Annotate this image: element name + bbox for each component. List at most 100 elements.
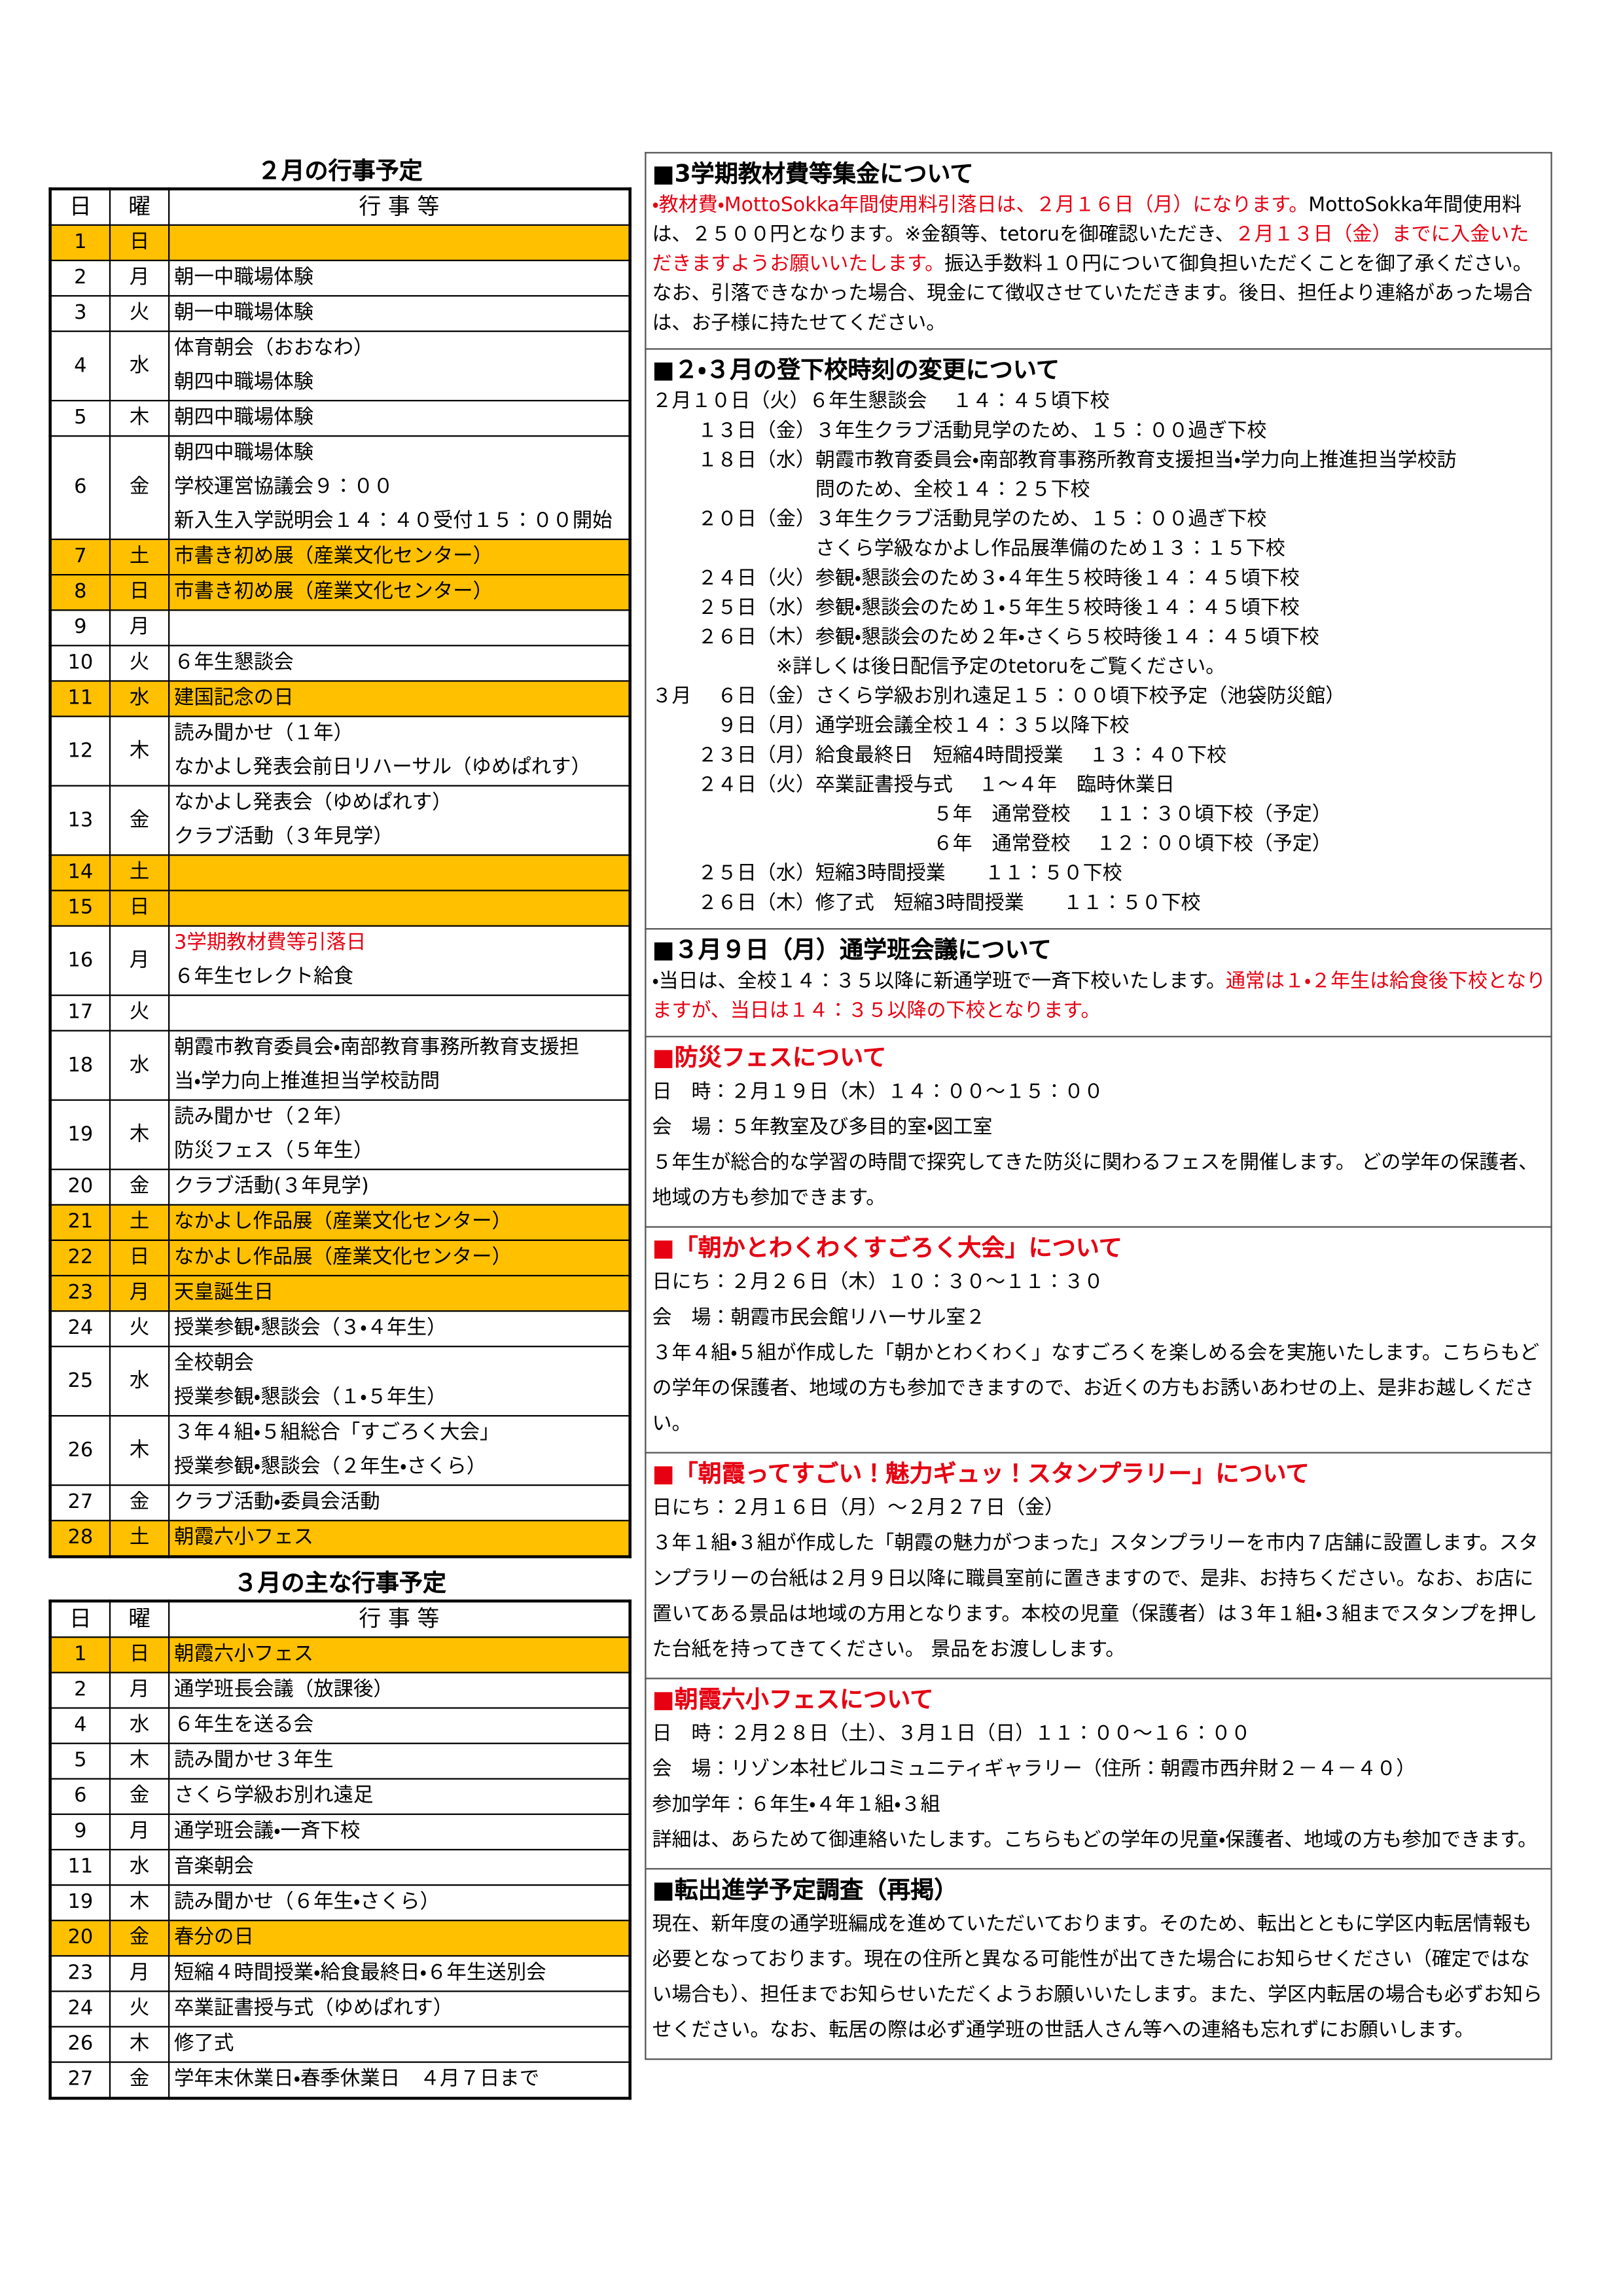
day: 7	[49, 538, 111, 576]
event: 建国記念の日	[174, 682, 624, 716]
weekday: 月	[109, 609, 170, 647]
row: 7 土市書き初め展（産業文化センター）	[49, 538, 631, 576]
event: 朝四中職場体験	[174, 401, 624, 435]
row: 24 火卒業証書授与式（ゆめぱれす）	[49, 1990, 631, 2028]
text: 授業参観・懇談会（２年生・さくら）	[174, 1454, 487, 1479]
event: 当・学力向上推進担当学校訪問	[174, 1066, 624, 1100]
text: ３年４組・５組が作成した「朝かとわくわく」なすごろくを楽しめる会を実施いたします…	[652, 1342, 1540, 1436]
events: 読み聞かせ（１年） なかよし発表会前日リハーサル（ゆめぱれす）	[168, 715, 631, 787]
events: なかよし作品展（産業文化センター）	[168, 1239, 631, 1277]
paragraph: ２４日（火）参観・懇談会のため３・４年生５校時後１４：４５頃下校	[652, 565, 1546, 594]
event: 授業参観・懇談会（３・４年生）	[174, 1312, 624, 1346]
paragraph: ６年 通常登校 １２：００頃下校（予定）	[652, 831, 1546, 860]
text: 読み聞かせ（２年）	[174, 1105, 353, 1129]
text: クラブ活動（３年見学）	[174, 825, 393, 849]
header-cell: 日	[49, 1600, 111, 1638]
day: 16	[49, 925, 111, 996]
events: ３年４組・５組総合「すごろく大会」授業参観・懇談会（２年生・さくら）	[168, 1415, 631, 1486]
event: 市書き初め展（産業文化センター）	[174, 575, 624, 609]
event: 読み聞かせ（６年生・さくら）	[174, 1886, 624, 1920]
weekday: 月	[109, 1813, 170, 1851]
row: 2 月通学班長会議（放課後）	[49, 1672, 631, 1709]
day: 21	[49, 1204, 111, 1242]
day: 19	[49, 1884, 111, 1922]
weekday: 金	[109, 1168, 170, 1206]
row: 17 火	[49, 994, 631, 1031]
text: 読み聞かせ（６年生・さくら）	[174, 1890, 440, 1914]
event: なかよし作品展（産業文化センター）	[174, 1206, 624, 1240]
weekday: 水	[109, 1848, 170, 1886]
row: 19 木読み聞かせ（２年） 防災フェス（５年生）	[49, 1099, 631, 1170]
events: 市書き初め展（産業文化センター）	[168, 538, 631, 576]
row: 16 月 3学期教材費等引落日 ６年生セレクト給食	[49, 925, 631, 996]
row: 12 木読み聞かせ（１年） なかよし発表会前日リハーサル（ゆめぱれす）	[49, 715, 631, 787]
text: 防災フェス（５年生）	[174, 1139, 374, 1163]
weekday: 水	[109, 1346, 170, 1417]
weekday: 土	[109, 538, 170, 576]
row: 26 木 ３年４組・５組総合「すごろく大会」 授業参観・懇談会（２年生・さくら）	[49, 1415, 631, 1486]
paragraph: 詳細は、あらためて御連絡いたします。こちらもどの学年の児童・保護者、地域の方も参…	[652, 1824, 1546, 1859]
paragraph: ９日（月）通学班会議全校１４：３５以降下校	[652, 713, 1546, 742]
row: 18 水朝霞市教育委員会・南部教育事務所教育支援担 当・学力向上推進担当学校訪問	[49, 1030, 631, 1101]
section-title: ■防災フェスについて	[652, 1043, 887, 1071]
row: 11 水音楽朝会	[49, 1848, 631, 1886]
text: ３月 ６日（金）さくら学級お別れ遠足１５：００頃下校予定（池袋防災館）	[652, 686, 1346, 709]
header-cell: 行 事 等	[168, 1600, 631, 1638]
events: 朝霞六小フェス	[168, 1520, 631, 1558]
event: 通学班会議・一斉下校	[174, 1815, 624, 1849]
weekday: 水	[109, 1030, 170, 1101]
day: 11	[49, 680, 111, 717]
row: 4 水体育朝会（おおなわ） 朝四中職場体験	[49, 331, 631, 402]
events: さくら学級お別れ遠足	[168, 1778, 631, 1816]
text: ２５日（水）短縮3時間授業 １１：５０下校	[652, 863, 1122, 886]
text: 朝一中職場体験	[174, 300, 314, 325]
weekday: 月	[109, 1274, 170, 1312]
day: 28	[49, 1520, 111, 1558]
weekday: 水	[109, 680, 170, 717]
row: 13 金なかよし発表会（ゆめぱれす） クラブ活動（３年見学）	[49, 785, 631, 856]
text: ※詳しくは後日配信予定のtetoruをご覧ください。	[652, 656, 1226, 679]
paragraph: 会 場：朝霞市民会館リハーサル室２	[652, 1301, 1546, 1336]
row: 8 日市書き初め展（産業文化センター）	[49, 574, 631, 611]
text: ５年生が総合的な学習の時間で探究してきた防災に関わるフェスを開催します。 どの学…	[652, 1152, 1539, 1210]
text: 日 時：２月２８日（土）、３月１日（日）１１：００～１６：００	[652, 1723, 1251, 1746]
events: なかよし発表会（ゆめぱれす） クラブ活動（３年見学）	[168, 785, 631, 856]
events: 読み聞かせ（６年生・さくら）	[168, 1884, 631, 1922]
day: 2	[49, 259, 111, 297]
weekday: 木	[109, 1099, 170, 1170]
day: 20	[49, 1920, 111, 1957]
paragraph: ２４日（火）卒業証書授与式 １～４年 臨時休業日	[652, 772, 1546, 801]
paragraph: 日にち：２月１６日（月）～２月２７日（金）	[652, 1492, 1546, 1527]
row: 24 火授業参観・懇談会（３・４年生）	[49, 1310, 631, 1348]
event: 朝一中職場体験	[174, 261, 624, 295]
events: なかよし作品展（産業文化センター）	[168, 1204, 631, 1242]
section-title: ■朝霞六小フェスについて	[652, 1685, 934, 1713]
text: 卒業証書授与式（ゆめぱれす）	[174, 1996, 454, 2020]
day: 4	[49, 1707, 111, 1744]
text: １８日（水）朝霞市教育委員会・南部教育事務所教育支援担当・学力向上推進担当学校訪	[652, 450, 1457, 473]
events: 体育朝会（おおなわ） 朝四中職場体験	[168, 331, 631, 402]
weekday: 火	[109, 295, 170, 332]
day: 8	[49, 574, 111, 611]
row: 14 土	[49, 854, 631, 891]
row: 27 金クラブ活動・委員会活動	[49, 1484, 631, 1522]
event: 学校運営協議会９：００	[174, 471, 624, 505]
paragraph: さくら学級なかよし作品展準備のため１３：１５下校	[652, 535, 1546, 565]
weekday: 月	[109, 1672, 170, 1709]
event: 読み聞かせ（１年）	[174, 717, 624, 751]
events	[168, 609, 631, 647]
text: なかよし発表会前日リハーサル（ゆめぱれす）	[174, 755, 592, 780]
event: ３年４組・５組総合「すごろく大会」	[174, 1416, 624, 1450]
weekday: 日	[109, 1636, 170, 1674]
text: 日 時：２月１９日（木）１４：００～１５：００	[652, 1081, 1103, 1104]
text: 当・学力向上推進担当学校訪問	[174, 1069, 440, 1094]
text: 新入生入学説明会１４：４０受付１５：００開始	[174, 509, 613, 533]
text: 市書き初め展（産業文化センター）	[174, 544, 493, 568]
row: 27 金学年末休業日・春季休業日 ４月７日まで	[49, 2061, 631, 2100]
day: 23	[49, 1955, 111, 1992]
events: 全校朝会 授業参観・懇談会（１・５年生）	[168, 1346, 631, 1417]
weekday: 月	[109, 259, 170, 297]
paragraph: ３年４組・５組が作成した「朝かとわくわく」なすごろくを楽しめる会を実施いたします…	[652, 1337, 1546, 1443]
row: 20 金クラブ活動(３年見学)	[49, 1168, 631, 1206]
event: 防災フェス（５年生）	[174, 1135, 624, 1169]
